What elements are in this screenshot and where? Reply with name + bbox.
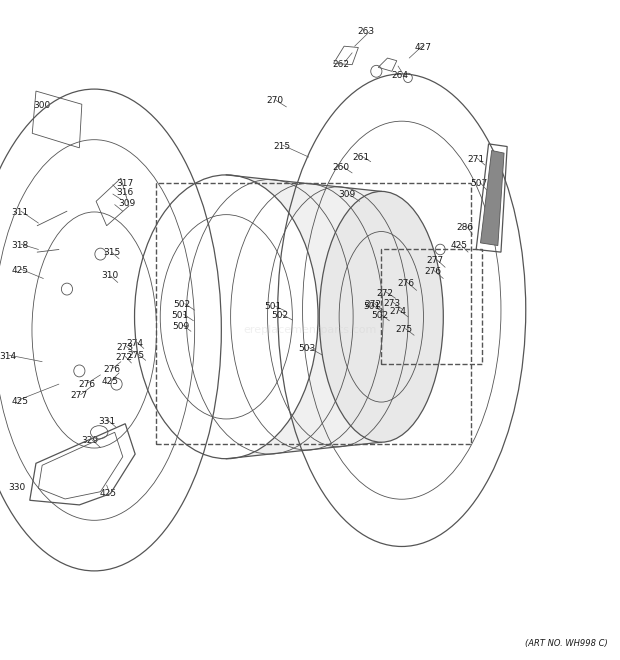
Text: 276: 276 bbox=[424, 267, 441, 277]
Text: 262: 262 bbox=[332, 59, 350, 69]
Text: 425: 425 bbox=[450, 241, 467, 250]
Text: 501: 501 bbox=[171, 311, 188, 320]
Text: 425: 425 bbox=[102, 377, 119, 386]
Text: 271: 271 bbox=[467, 155, 485, 164]
Text: 215: 215 bbox=[273, 142, 291, 151]
Text: 330: 330 bbox=[9, 482, 26, 492]
Text: 275: 275 bbox=[396, 325, 413, 335]
Text: 270: 270 bbox=[266, 96, 283, 106]
Text: 263: 263 bbox=[357, 27, 374, 36]
Text: 274: 274 bbox=[389, 307, 407, 316]
Text: 273: 273 bbox=[117, 343, 134, 352]
Text: 329: 329 bbox=[81, 436, 99, 446]
Text: 275: 275 bbox=[128, 350, 145, 360]
Ellipse shape bbox=[319, 191, 443, 442]
Text: 276: 276 bbox=[78, 379, 95, 389]
Text: 317: 317 bbox=[117, 179, 134, 188]
Text: 502: 502 bbox=[371, 311, 388, 320]
Text: 276: 276 bbox=[397, 279, 415, 288]
Polygon shape bbox=[226, 175, 443, 459]
Text: 315: 315 bbox=[103, 248, 120, 257]
Text: 260: 260 bbox=[332, 163, 350, 172]
Text: 509: 509 bbox=[172, 322, 190, 331]
Text: (ART NO. WH998 C): (ART NO. WH998 C) bbox=[525, 639, 608, 648]
Text: 309: 309 bbox=[339, 190, 356, 199]
Text: 274: 274 bbox=[126, 339, 144, 348]
Text: 502: 502 bbox=[174, 300, 191, 310]
Text: 261: 261 bbox=[352, 152, 370, 162]
Text: 277: 277 bbox=[427, 256, 444, 265]
Text: ereplacementparts.com: ereplacementparts.com bbox=[243, 325, 377, 335]
Text: 425: 425 bbox=[11, 266, 29, 275]
Text: 272: 272 bbox=[365, 300, 382, 310]
Text: 277: 277 bbox=[71, 391, 88, 401]
Text: 314: 314 bbox=[0, 352, 16, 361]
Text: 427: 427 bbox=[414, 43, 432, 52]
Text: 300: 300 bbox=[33, 101, 51, 110]
Text: 503: 503 bbox=[298, 344, 316, 353]
Text: 425: 425 bbox=[100, 489, 117, 498]
Text: 318: 318 bbox=[11, 241, 29, 250]
Text: 309: 309 bbox=[118, 199, 136, 208]
Text: 272: 272 bbox=[376, 288, 393, 298]
Polygon shape bbox=[480, 150, 504, 246]
Text: 425: 425 bbox=[11, 397, 29, 406]
Text: 276: 276 bbox=[103, 365, 120, 374]
Text: 286: 286 bbox=[456, 223, 474, 232]
Text: 331: 331 bbox=[98, 416, 115, 426]
Text: 501: 501 bbox=[363, 302, 381, 312]
Text: 311: 311 bbox=[11, 208, 29, 217]
Text: 316: 316 bbox=[117, 188, 134, 197]
Text: 310: 310 bbox=[102, 271, 119, 280]
Bar bbox=[381, 249, 482, 364]
Text: 507: 507 bbox=[470, 179, 487, 188]
Text: 264: 264 bbox=[391, 71, 409, 80]
Bar bbox=[156, 183, 471, 444]
Text: 502: 502 bbox=[272, 311, 289, 320]
Text: 501: 501 bbox=[264, 302, 281, 312]
Text: 272: 272 bbox=[115, 353, 133, 362]
Text: 273: 273 bbox=[383, 299, 401, 308]
